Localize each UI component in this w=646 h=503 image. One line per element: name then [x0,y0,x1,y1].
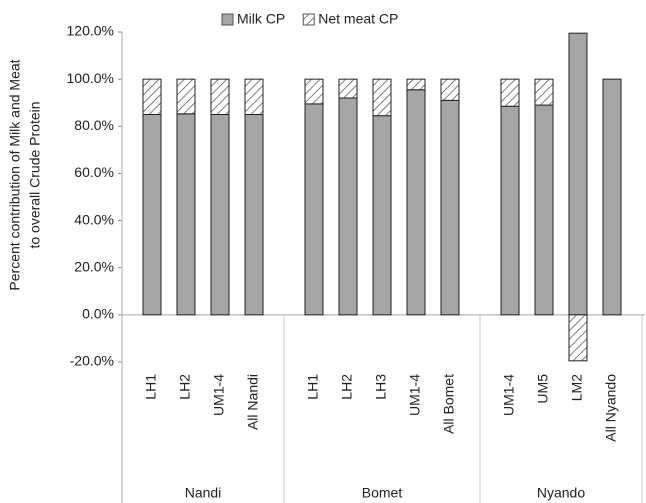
bar-segment [176,113,196,316]
y-tick-label: 0.0% [82,306,114,322]
y-axis-title: to overall Crude Protein [27,101,43,248]
legend-swatch [221,13,234,26]
bar-segment [244,114,264,316]
y-tick-label: 80.0% [74,117,114,133]
bar-segment [372,115,392,316]
x-tick-label: LH1 [143,374,159,400]
bar-segment [534,104,554,316]
bar-segment [210,78,230,116]
y-tick-label: -20.0% [70,353,114,369]
bar-segment [304,78,324,105]
bar-segment [142,78,162,116]
x-tick-label: LH1 [305,374,321,400]
y-tick-label: 60.0% [74,164,114,180]
bar-segment [534,78,554,106]
x-tick-label: LM2 [569,374,585,401]
group-label: Nandi [185,485,222,501]
bar-segment [142,114,162,316]
bar-segment [406,78,426,91]
x-tick-label: LH3 [373,374,389,400]
x-tick-label: All Nandi [245,374,261,430]
bar-segment [500,105,520,316]
legend-label: Net meat CP [318,11,398,27]
x-tick-label: UM1-4 [211,374,227,416]
x-tick-label: UM1-4 [407,374,423,416]
y-axis-title: Percent contribution of Milk and Meat [7,59,23,290]
bar-segment [338,97,358,316]
x-tick-label: LH2 [177,374,193,400]
bar-segment [372,78,392,117]
bar-segment [176,78,196,115]
bar-segment [602,78,622,316]
group-label: Nyando [537,485,585,501]
bar-segment [440,78,460,101]
y-tick-label: 20.0% [74,258,114,274]
bar-segment [338,78,358,99]
bar-segment [210,114,230,316]
x-tick-label: LH2 [339,374,355,400]
x-tick-label: UM1-4 [501,374,517,416]
y-tick-label: 100.0% [67,70,114,86]
x-tick-label: UM5 [535,374,551,404]
y-tick-label: 40.0% [74,211,114,227]
bar-segment [500,78,520,107]
bar-segment [568,314,588,362]
x-tick-label: All Bomet [441,374,457,434]
bar-segment [304,103,324,316]
bar-segment [568,32,588,316]
group-label: Bomet [362,485,403,501]
y-tick-label: 120.0% [67,23,114,39]
legend-label: Milk CP [237,11,285,27]
legend-swatch [302,13,315,26]
bar-segment [244,78,264,116]
x-tick-label: All Nyando [603,374,619,442]
bar-segment [406,89,426,316]
bar-segment [440,99,460,316]
